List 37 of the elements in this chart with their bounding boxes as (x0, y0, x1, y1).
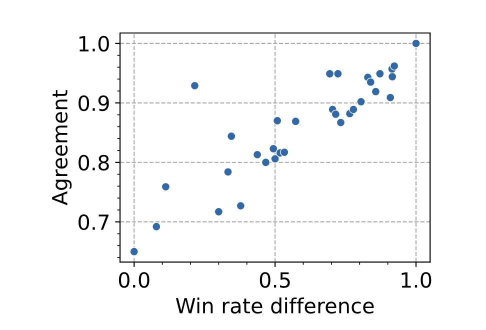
point (325, 69, 334, 78)
point (214, 207, 224, 216)
point (356, 97, 366, 106)
point (226, 132, 236, 141)
point (270, 154, 280, 164)
point (152, 222, 161, 232)
point (291, 116, 300, 126)
point (390, 62, 399, 70)
point (366, 78, 376, 86)
point (280, 148, 289, 157)
y-tick-label: 0.7 (78, 214, 109, 230)
y-tick-label: 0.9 (78, 95, 109, 112)
point (161, 182, 170, 192)
point (252, 150, 262, 160)
point (236, 201, 246, 210)
x-axis-title: Win rate difference (176, 297, 374, 314)
point (388, 72, 397, 82)
point (334, 69, 342, 78)
point (412, 39, 420, 48)
point (130, 247, 139, 256)
point (386, 93, 395, 102)
point (268, 144, 278, 154)
point (376, 69, 384, 78)
point (371, 87, 380, 96)
point (336, 118, 346, 127)
x-tick-label: 1.0 (402, 272, 432, 288)
point (349, 105, 358, 114)
point (261, 158, 270, 167)
y-tick-label: 1.0 (79, 36, 109, 52)
point (224, 168, 232, 176)
y-axis-title: Agreement (52, 90, 72, 206)
point (272, 116, 282, 126)
point (331, 110, 340, 119)
y-tick-label: 0.8 (78, 154, 109, 171)
x-tick-label: 0.0 (118, 272, 150, 288)
point (190, 81, 200, 90)
x-tick-label: 0.5 (260, 272, 290, 288)
